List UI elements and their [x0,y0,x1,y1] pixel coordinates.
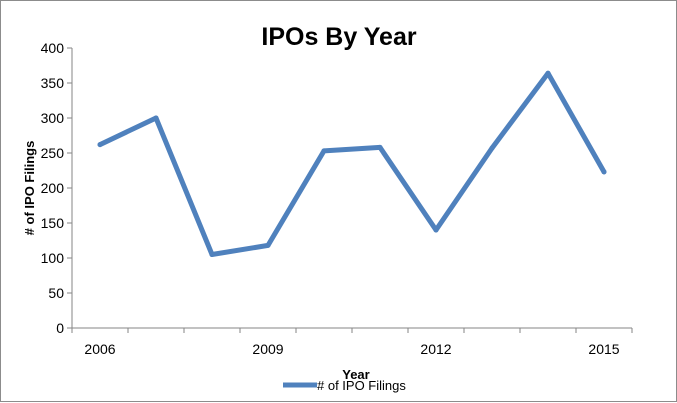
x-tick-label: 2009 [252,341,283,357]
data-point [489,145,495,151]
x-tick-label: 2006 [84,341,115,357]
x-axis-title: Year [342,367,369,382]
y-tick-label: 50 [48,285,64,301]
y-tick-label: 0 [56,320,64,336]
y-tick-label: 250 [41,145,65,161]
y-axis: 0 50 100 150 200 250 300 350 400 [41,40,73,336]
x-axis: 2006 2009 2012 2015 [71,327,633,357]
y-tick-label: 350 [41,75,65,91]
series-line [97,70,607,257]
y-tick-label: 100 [41,250,65,266]
y-tick-label: 200 [41,180,65,196]
data-point [209,252,215,257]
series-lines [97,70,607,257]
y-tick-label: 150 [41,215,65,231]
data-point [321,148,327,154]
data-point [601,169,607,175]
data-point [545,70,551,76]
data-point [377,144,383,150]
y-axis-title: # of IPO Filings [22,141,37,236]
data-point [97,142,103,148]
data-point [433,227,439,233]
x-tick-label: 2012 [420,341,451,357]
y-tick-label: 300 [41,110,65,126]
chart-title: IPOs By Year [261,23,416,51]
data-point [265,242,271,248]
data-point [153,115,159,121]
y-tick-label: 400 [41,40,65,56]
legend: # of IPO Filings [283,378,406,393]
x-tick-label: 2015 [588,341,619,357]
legend-label: # of IPO Filings [317,378,406,393]
